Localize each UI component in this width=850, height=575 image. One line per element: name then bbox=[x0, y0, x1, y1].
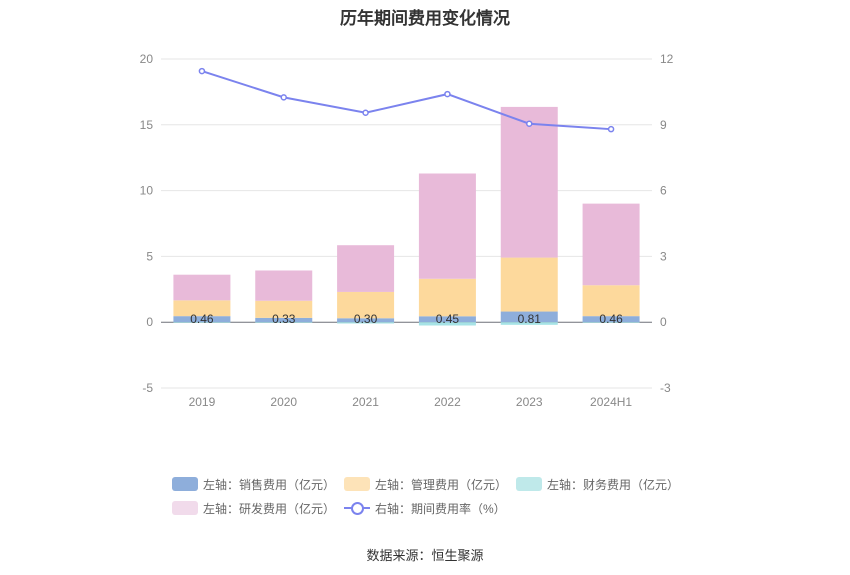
bar-segment bbox=[255, 300, 313, 318]
expense-rate-point bbox=[280, 94, 287, 101]
x-tick-label: 2023 bbox=[516, 395, 543, 409]
source-note: 数据来源：恒生聚源 bbox=[366, 548, 484, 563]
bar-data-label: 0.46 bbox=[599, 312, 623, 326]
left-tick-label: 5 bbox=[146, 249, 153, 263]
bar-segment bbox=[255, 322, 313, 323]
left-tick-label: -5 bbox=[142, 381, 153, 395]
legend-line-icon bbox=[344, 501, 370, 515]
legend-row: 左轴：研发费用（亿元） 右轴：期间费用率（%） bbox=[172, 496, 732, 520]
bar-segment bbox=[500, 322, 558, 325]
x-tick-label: 2022 bbox=[434, 395, 461, 409]
left-tick-label: 15 bbox=[140, 118, 154, 132]
right-tick-label: 6 bbox=[660, 184, 667, 198]
bar-segment bbox=[500, 257, 558, 312]
right-tick-label: 12 bbox=[660, 52, 674, 66]
legend-label-finance: 左轴：财务费用（亿元） bbox=[547, 477, 680, 492]
bar-segment bbox=[337, 322, 395, 324]
legend-item-finance[interactable]: 左轴：财务费用（亿元） bbox=[516, 476, 688, 493]
expense-rate-point bbox=[444, 90, 451, 98]
legend-row: 左轴：销售费用（亿元） 左轴：管理费用（亿元） 左轴：财务费用（亿元） bbox=[172, 472, 732, 496]
bar-segment bbox=[173, 322, 231, 323]
expense-rate-point bbox=[607, 125, 615, 133]
bar-segment bbox=[582, 322, 640, 323]
bar-data-label: 0.45 bbox=[436, 312, 460, 326]
bar-segment bbox=[582, 203, 640, 286]
legend-item-expense-rate[interactable]: 右轴：期间费用率（%） bbox=[344, 500, 516, 517]
left-tick-label: 10 bbox=[140, 184, 154, 198]
bar-segment bbox=[582, 285, 640, 317]
bar-data-label: 0.46 bbox=[190, 312, 214, 326]
legend-label-admin: 左轴：管理费用（亿元） bbox=[375, 477, 508, 492]
left-tick-label: 20 bbox=[140, 52, 154, 66]
bar-segment bbox=[173, 316, 231, 323]
expense-rate-line bbox=[201, 70, 612, 131]
bar-segment bbox=[500, 106, 558, 258]
legend-item-rnd[interactable]: 左轴：研发费用（亿元） bbox=[172, 500, 344, 517]
bar-segment bbox=[418, 316, 476, 323]
bar-segment bbox=[500, 311, 558, 323]
legend-swatch-finance bbox=[516, 477, 542, 491]
right-tick-label: 0 bbox=[660, 315, 667, 329]
bar-segment bbox=[418, 322, 476, 326]
expense-rate-point bbox=[198, 67, 206, 75]
legend-item-admin[interactable]: 左轴：管理费用（亿元） bbox=[344, 476, 516, 493]
x-tick-label: 2020 bbox=[270, 395, 297, 409]
legend: 左轴：销售费用（亿元） 左轴：管理费用（亿元） 左轴：财务费用（亿元） 左轴：研… bbox=[172, 472, 732, 520]
bar-data-label: 0.30 bbox=[354, 312, 378, 326]
bar-data-label: 0.33 bbox=[272, 312, 296, 326]
expense-rate-point bbox=[362, 109, 369, 116]
bar-segment bbox=[255, 270, 313, 301]
x-tick-label: 2024H1 bbox=[590, 395, 632, 409]
legend-label-rnd: 左轴：研发费用（亿元） bbox=[203, 501, 336, 516]
bar-segment bbox=[582, 316, 640, 323]
legend-swatch-sales bbox=[172, 477, 198, 491]
bar-segment bbox=[173, 274, 231, 301]
legend-swatch-admin bbox=[344, 477, 370, 491]
bar-segment bbox=[337, 291, 395, 319]
bar-segment bbox=[173, 300, 231, 317]
x-tick-label: 2021 bbox=[352, 395, 379, 409]
right-tick-label: 3 bbox=[660, 249, 667, 263]
right-tick-label: -3 bbox=[660, 381, 671, 395]
bar-segment bbox=[418, 278, 476, 317]
bar-segment bbox=[418, 173, 476, 279]
legend-item-sales[interactable]: 左轴：销售费用（亿元） bbox=[172, 476, 344, 493]
x-tick-label: 2019 bbox=[189, 395, 216, 409]
bar-segment bbox=[337, 245, 395, 292]
bar-data-label: 0.81 bbox=[518, 312, 542, 326]
legend-label-expense-rate: 右轴：期间费用率（%） bbox=[375, 501, 506, 516]
expense-rate-point bbox=[526, 120, 533, 127]
legend-label-sales: 左轴：销售费用（亿元） bbox=[203, 477, 336, 492]
chart-title: 历年期间费用变化情况 bbox=[340, 9, 510, 28]
bar-segment bbox=[337, 318, 395, 323]
right-tick-label: 9 bbox=[660, 118, 667, 132]
bar-segment bbox=[255, 317, 313, 323]
legend-swatch-rnd bbox=[172, 501, 198, 515]
left-tick-label: 0 bbox=[146, 315, 153, 329]
